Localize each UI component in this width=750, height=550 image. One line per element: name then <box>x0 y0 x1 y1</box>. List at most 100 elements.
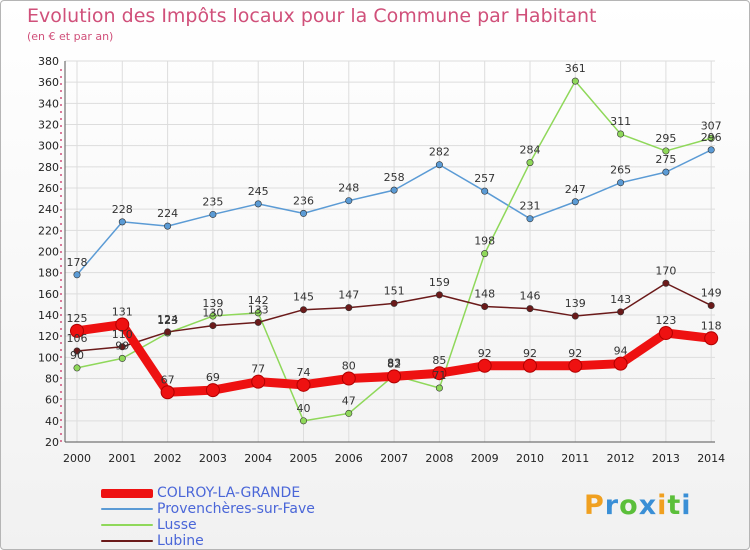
data-label: 139 <box>202 297 223 310</box>
data-label: 148 <box>474 288 495 301</box>
data-label: 74 <box>297 366 311 379</box>
legend-item-lusse: Lusse <box>101 517 315 533</box>
data-label: 85 <box>432 354 446 367</box>
data-label: 151 <box>384 284 405 297</box>
data-point <box>704 331 719 346</box>
legend-swatch-colroy <box>101 488 153 498</box>
data-label: 361 <box>565 62 586 75</box>
x-tick-label: 2003 <box>199 452 227 465</box>
data-label: 69 <box>206 371 220 384</box>
data-point <box>296 377 311 392</box>
y-tick-label: 220 <box>38 224 59 237</box>
data-label: 247 <box>565 183 586 196</box>
data-point <box>617 308 625 316</box>
data-point <box>254 309 262 317</box>
data-label: 83 <box>387 356 401 369</box>
data-point <box>662 168 670 176</box>
data-point <box>707 146 715 154</box>
data-label: 90 <box>70 349 84 362</box>
data-labels: 178 228 224 235 245 236 248 258 282 257 231 247 265 2… <box>67 62 722 415</box>
data-label: 275 <box>655 153 676 166</box>
series-lines <box>70 77 719 425</box>
data-label: 94 <box>614 345 628 358</box>
y-tick-label: 140 <box>38 309 59 322</box>
logo-letter: r <box>604 490 620 521</box>
y-tick-label: 100 <box>38 351 59 364</box>
data-label: 131 <box>112 306 133 319</box>
y-tick-label: 360 <box>38 76 59 89</box>
y-tick-label: 180 <box>38 267 59 280</box>
x-tick-label: 2014 <box>697 452 725 465</box>
data-label: 146 <box>520 290 541 303</box>
data-point <box>209 322 217 330</box>
data-point <box>164 222 172 230</box>
data-point <box>345 197 353 205</box>
data-point <box>390 299 398 307</box>
legend-label-provencheres: Provenchères-sur-Fave <box>157 501 315 517</box>
x-tick-label: 2008 <box>425 452 453 465</box>
data-label: 282 <box>429 146 450 159</box>
logo-letter: o <box>619 490 639 521</box>
x-tick-label: 2011 <box>561 452 589 465</box>
chart-subtitle: (en € et par an) <box>27 30 114 43</box>
data-label: 248 <box>338 182 359 195</box>
logo-letter: i <box>681 490 692 521</box>
data-label: 258 <box>384 171 405 184</box>
data-point <box>481 303 489 311</box>
data-point <box>341 371 356 386</box>
logo-letter: P <box>584 490 605 521</box>
y-tick-label: 40 <box>45 415 59 428</box>
data-point <box>481 187 489 195</box>
data-label: 106 <box>67 332 88 345</box>
data-label: 235 <box>202 195 223 208</box>
y-tick-label: 80 <box>45 373 59 386</box>
grid-lines <box>65 60 715 443</box>
data-point <box>707 134 715 142</box>
data-label: 92 <box>523 347 537 360</box>
data-label: 295 <box>655 132 676 145</box>
data-label: 257 <box>474 172 495 185</box>
data-point <box>707 301 715 309</box>
data-point <box>345 304 353 312</box>
data-point <box>209 312 217 320</box>
data-label: 123 <box>655 314 676 327</box>
y-tick-label: 300 <box>38 140 59 153</box>
data-label: 170 <box>655 264 676 277</box>
data-point <box>299 209 307 217</box>
chart-title: Evolution des Impôts locaux pour la Comm… <box>27 5 597 27</box>
data-label: 77 <box>251 363 265 376</box>
data-label: 67 <box>161 373 175 386</box>
y-tick-label: 160 <box>38 288 59 301</box>
data-point <box>568 358 583 373</box>
x-tick-label: 2013 <box>652 452 680 465</box>
y-tick-label: 120 <box>38 330 59 343</box>
y-tick-label: 340 <box>38 97 59 110</box>
x-tick-label: 2012 <box>607 452 635 465</box>
x-tick-label: 2000 <box>63 452 91 465</box>
data-point <box>118 354 126 362</box>
data-point <box>435 161 443 169</box>
data-point <box>432 366 447 381</box>
x-tick-label: 2004 <box>244 452 272 465</box>
data-label: 124 <box>157 313 178 326</box>
data-point <box>435 291 443 299</box>
data-label: 99 <box>115 339 129 352</box>
data-point <box>115 317 130 332</box>
data-point <box>251 374 266 389</box>
data-label: 139 <box>565 297 586 310</box>
data-label: 296 <box>701 131 722 144</box>
data-point <box>73 271 81 279</box>
data-point <box>390 186 398 194</box>
y-tick-label: 380 <box>38 55 59 68</box>
y-tick-label: 320 <box>38 119 59 132</box>
data-point <box>526 215 534 223</box>
data-point <box>73 364 81 372</box>
data-label: 47 <box>342 394 356 407</box>
data-point <box>73 347 81 355</box>
logo-letter: t <box>667 490 682 521</box>
data-point <box>387 369 402 384</box>
data-point <box>571 312 579 320</box>
x-tick-label: 2006 <box>335 452 363 465</box>
data-label: 307 <box>701 119 722 132</box>
